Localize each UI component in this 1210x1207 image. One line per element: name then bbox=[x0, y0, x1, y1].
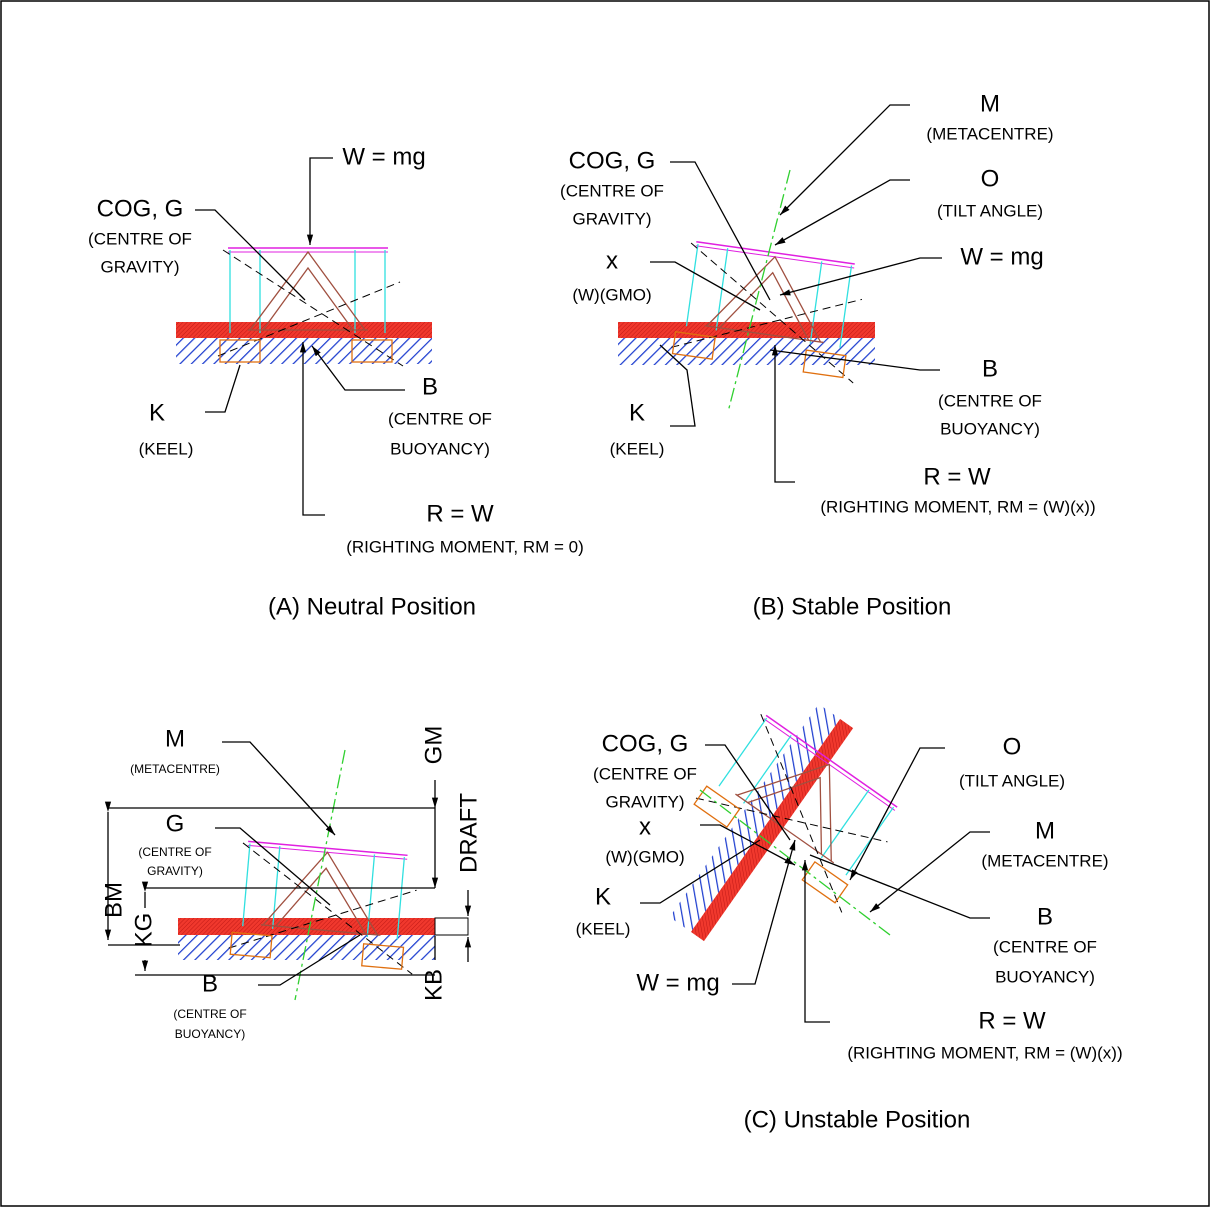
label: R = W bbox=[923, 463, 991, 490]
label: (CENTRE OF bbox=[938, 391, 1042, 410]
label: K bbox=[629, 399, 645, 426]
stable-drawing bbox=[618, 104, 942, 483]
label: (W)(GMO) bbox=[572, 285, 651, 304]
label: BUOYANCY) bbox=[175, 1027, 245, 1041]
label: x bbox=[639, 813, 651, 840]
label: W = mg bbox=[960, 243, 1043, 270]
label: (CENTRE OF bbox=[88, 229, 192, 248]
label: W = mg bbox=[636, 969, 719, 996]
label: (RIGHTING MOMENT, RM = (W)(x)) bbox=[820, 497, 1095, 516]
label: K bbox=[149, 399, 165, 426]
label: (W)(GMO) bbox=[605, 847, 684, 866]
label: (CENTRE OF bbox=[560, 181, 664, 200]
label: (CENTRE OF bbox=[593, 764, 697, 783]
label: (CENTRE OF bbox=[993, 937, 1097, 956]
label: (CENTRE OF bbox=[138, 845, 211, 859]
label: GRAVITY) bbox=[100, 257, 179, 276]
caption: (B) Stable Position bbox=[753, 593, 952, 620]
unstable-drawing bbox=[640, 704, 990, 1023]
label: R = W bbox=[426, 500, 494, 527]
label: COG, G bbox=[569, 147, 656, 174]
label: (KEEL) bbox=[139, 439, 194, 458]
label: M bbox=[980, 90, 1000, 117]
caption: (C) Unstable Position bbox=[744, 1106, 971, 1133]
label: W = mg bbox=[342, 143, 425, 170]
label: BUOYANCY) bbox=[390, 439, 490, 458]
label: R = W bbox=[978, 1007, 1046, 1034]
label: K bbox=[595, 883, 611, 910]
label: (CENTRE OF bbox=[388, 409, 492, 428]
label: (RIGHTING MOMENT, RM = (W)(x)) bbox=[847, 1043, 1122, 1062]
label: DRAFT bbox=[455, 793, 482, 873]
label: BM bbox=[100, 882, 127, 918]
dimension-drawing bbox=[104, 741, 472, 1001]
label: (RIGHTING MOMENT, RM = 0) bbox=[346, 537, 584, 556]
label: GRAVITY) bbox=[147, 864, 203, 878]
label: B bbox=[982, 355, 998, 382]
label: (CENTRE OF bbox=[173, 1007, 246, 1021]
label: COG, G bbox=[602, 730, 689, 757]
label: GM bbox=[420, 726, 447, 765]
label: M bbox=[165, 725, 185, 752]
label: GRAVITY) bbox=[605, 792, 684, 811]
label: G bbox=[166, 810, 185, 837]
label: B bbox=[202, 970, 218, 997]
label: (TILT ANGLE) bbox=[937, 201, 1043, 220]
label: (KEEL) bbox=[576, 919, 631, 938]
label: KG bbox=[130, 913, 157, 948]
label: (KEEL) bbox=[610, 439, 665, 458]
label: KB bbox=[420, 969, 447, 1001]
label: (METACENTRE) bbox=[926, 124, 1053, 143]
label: O bbox=[981, 165, 1000, 192]
label: COG, G bbox=[97, 195, 184, 222]
label: x bbox=[606, 247, 618, 274]
label: BUOYANCY) bbox=[995, 967, 1095, 986]
label: (METACENTRE) bbox=[130, 762, 220, 776]
label: (TILT ANGLE) bbox=[959, 771, 1065, 790]
label: BUOYANCY) bbox=[940, 419, 1040, 438]
caption: (A) Neutral Position bbox=[268, 593, 476, 620]
neutral-drawing bbox=[176, 157, 432, 516]
label: M bbox=[1035, 817, 1055, 844]
label: O bbox=[1003, 733, 1022, 760]
label: GRAVITY) bbox=[572, 209, 651, 228]
label: (METACENTRE) bbox=[981, 851, 1108, 870]
label: B bbox=[422, 373, 438, 400]
label: B bbox=[1037, 903, 1053, 930]
